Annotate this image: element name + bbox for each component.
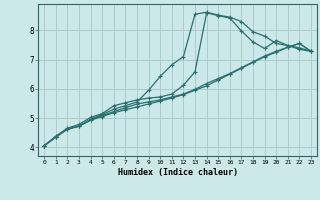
X-axis label: Humidex (Indice chaleur): Humidex (Indice chaleur) — [118, 168, 238, 177]
